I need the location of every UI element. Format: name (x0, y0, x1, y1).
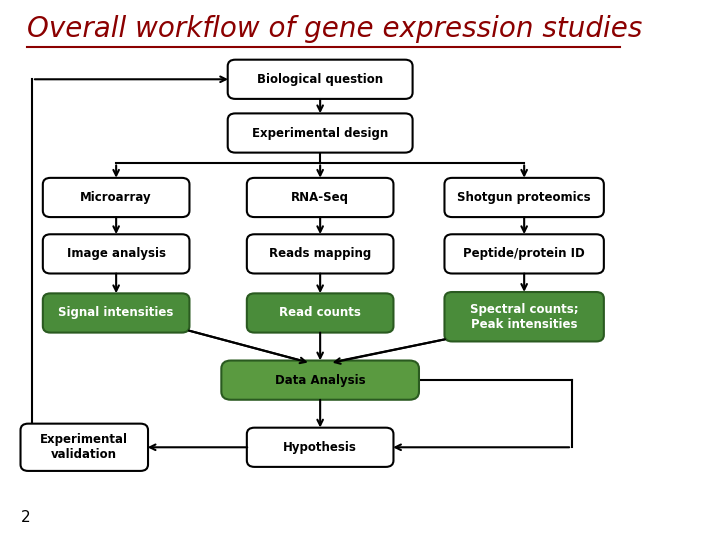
Text: Spectral counts;
Peak intensities: Spectral counts; Peak intensities (470, 303, 578, 330)
Text: Shotgun proteomics: Shotgun proteomics (457, 191, 591, 204)
FancyBboxPatch shape (444, 234, 604, 273)
Text: Signal intensities: Signal intensities (58, 307, 174, 320)
Text: Reads mapping: Reads mapping (269, 247, 372, 260)
FancyBboxPatch shape (20, 424, 148, 471)
FancyBboxPatch shape (228, 60, 413, 99)
FancyBboxPatch shape (247, 428, 393, 467)
Text: Microarray: Microarray (81, 191, 152, 204)
FancyBboxPatch shape (444, 178, 604, 217)
FancyBboxPatch shape (42, 234, 189, 273)
Text: 2: 2 (20, 510, 30, 525)
Text: RNA-Seq: RNA-Seq (291, 191, 349, 204)
Text: Biological question: Biological question (257, 73, 383, 86)
FancyBboxPatch shape (228, 113, 413, 153)
Text: Experimental
validation: Experimental validation (40, 433, 128, 461)
Text: Peptide/protein ID: Peptide/protein ID (463, 247, 585, 260)
Text: Overall workflow of gene expression studies: Overall workflow of gene expression stud… (27, 15, 642, 43)
FancyBboxPatch shape (221, 361, 419, 400)
FancyBboxPatch shape (247, 178, 393, 217)
Text: Image analysis: Image analysis (67, 247, 166, 260)
FancyBboxPatch shape (247, 293, 393, 333)
Text: Read counts: Read counts (279, 307, 361, 320)
FancyBboxPatch shape (444, 292, 604, 341)
FancyBboxPatch shape (247, 234, 393, 273)
Text: Hypothesis: Hypothesis (283, 441, 357, 454)
Text: Experimental design: Experimental design (252, 126, 388, 139)
FancyBboxPatch shape (42, 293, 189, 333)
FancyBboxPatch shape (42, 178, 189, 217)
Text: Data Analysis: Data Analysis (275, 374, 366, 387)
